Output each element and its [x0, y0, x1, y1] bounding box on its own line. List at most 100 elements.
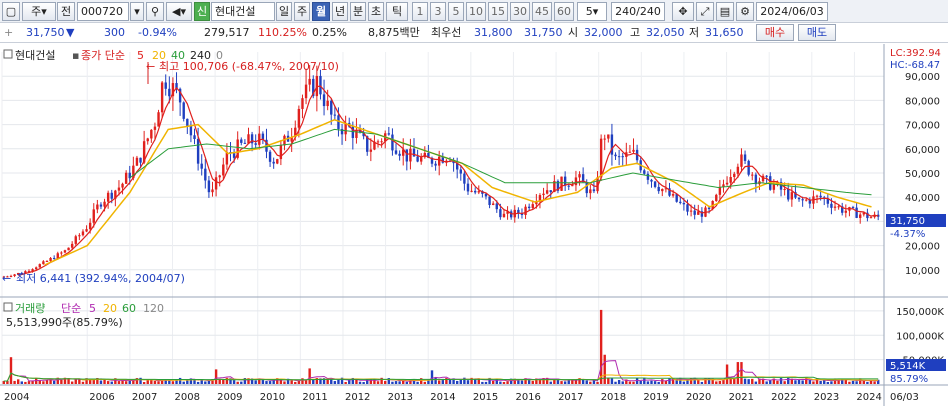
interval-10[interactable]: 10 — [466, 2, 486, 21]
price-chart-svg[interactable]: 10,00020,00030,00040,00050,00060,00070,0… — [0, 44, 948, 406]
volume-bar — [222, 379, 225, 384]
volume-grid — [2, 310, 884, 361]
interval-15[interactable]: 15 — [488, 2, 508, 21]
save-icon[interactable]: ▤ — [716, 2, 734, 21]
candle-body — [63, 250, 67, 253]
candle-body — [725, 182, 729, 185]
candle-body — [121, 183, 124, 188]
year-tick-label: 2021 — [729, 392, 754, 403]
candle-body — [376, 141, 380, 143]
candle-body — [459, 169, 462, 174]
stock-code-input[interactable]: 000720 — [77, 2, 129, 21]
volume-checkbox-icon[interactable] — [3, 302, 13, 312]
candle-body — [315, 75, 319, 97]
period-year[interactable]: 년 — [332, 2, 348, 21]
legend-square-icon: ▪ — [72, 49, 79, 62]
draw-tool-icon[interactable]: ⤢ — [696, 2, 714, 21]
interval-30[interactable]: 30 — [510, 2, 530, 21]
volume-bar — [402, 379, 405, 384]
volume-bar — [463, 377, 466, 384]
volume-bar — [319, 378, 322, 384]
volume-bar — [200, 379, 203, 384]
volume-bar — [873, 381, 876, 384]
interval-value-select[interactable]: 5▾ — [577, 2, 607, 21]
candle-body — [567, 185, 570, 187]
volume-bar — [657, 382, 660, 384]
year-tick-label: 2004 — [4, 392, 29, 403]
high-label: 고 — [630, 26, 641, 39]
period-week[interactable]: 주 — [294, 2, 310, 21]
date-field[interactable]: 2024/06/03 — [756, 2, 828, 21]
period-month[interactable]: 월 — [312, 2, 330, 21]
mode-select[interactable]: 주▾ — [22, 2, 56, 21]
volume-bar — [473, 379, 477, 384]
volume-bar — [211, 379, 214, 384]
candle-body — [211, 189, 214, 193]
volume-bar — [563, 381, 567, 384]
candle-body — [207, 180, 211, 193]
candle-body — [635, 149, 639, 161]
candle-body — [571, 185, 574, 187]
volume-bar — [157, 381, 160, 384]
prev-button[interactable]: 전 — [57, 2, 75, 21]
candle-body — [556, 181, 560, 191]
code-dropdown-icon[interactable]: ▾ — [130, 2, 144, 21]
interval-45[interactable]: 45 — [532, 2, 552, 21]
candle-body — [517, 209, 520, 214]
zoom-icon[interactable]: ✥ — [672, 2, 694, 21]
interval-5[interactable]: 5 — [448, 2, 464, 21]
legend-checkbox-icon[interactable] — [3, 49, 13, 59]
candle-body — [553, 181, 556, 193]
candle-body — [729, 177, 732, 183]
sound-icon[interactable]: ◀▾ — [166, 2, 192, 21]
candle-body — [394, 150, 398, 154]
candle-body — [664, 188, 668, 190]
candle-body — [398, 153, 401, 156]
candle-body — [801, 199, 804, 201]
search-icon[interactable]: ⚲ — [146, 2, 164, 21]
interval-60[interactable]: 60 — [554, 2, 574, 21]
candle-body — [387, 133, 391, 135]
candle-body — [70, 243, 74, 248]
volume-bar — [333, 381, 337, 384]
volume-bar — [171, 381, 175, 384]
plus-icon[interactable]: + — [4, 26, 14, 39]
candle-body — [628, 151, 632, 153]
legend-ma0: 0 — [216, 49, 223, 62]
candle-body — [81, 231, 85, 236]
period-tick[interactable]: 틱 — [386, 2, 408, 21]
period-day[interactable]: 일 — [276, 2, 292, 21]
volume-bar — [459, 379, 462, 384]
volume-bar — [387, 378, 391, 384]
volume-bar — [240, 381, 243, 384]
window-menu-icon[interactable]: ▢ — [2, 2, 20, 21]
sell-button[interactable]: 매도 — [798, 24, 836, 41]
candle-body — [452, 161, 455, 164]
volume-bar — [484, 381, 488, 384]
gear-icon[interactable]: ⚙ — [736, 2, 754, 21]
volume-bar — [851, 380, 855, 384]
candle-body — [49, 258, 52, 262]
candle-body — [509, 211, 513, 218]
candle-body — [110, 192, 113, 199]
interval-1[interactable]: 1 — [412, 2, 428, 21]
buy-button[interactable]: 매수 — [756, 24, 794, 41]
grid — [1, 52, 884, 385]
volume-ma120: 120 — [143, 302, 164, 315]
period-minute[interactable]: 분 — [350, 2, 366, 21]
interval-3[interactable]: 3 — [430, 2, 446, 21]
chart-area[interactable]: 10,00020,00030,00040,00050,00060,00070,0… — [0, 44, 948, 406]
volume-bar — [794, 380, 797, 384]
volume-bar — [509, 378, 513, 384]
volume-bar — [304, 379, 308, 384]
volume-bar — [805, 378, 808, 384]
candle-body — [132, 165, 135, 179]
volume-bar — [445, 378, 448, 384]
volume-bar — [535, 378, 538, 384]
candle-body — [20, 272, 23, 274]
candle-body — [45, 261, 49, 263]
candle-body — [733, 173, 736, 178]
candle-body — [549, 190, 552, 193]
period-second[interactable]: 초 — [368, 2, 384, 21]
volume-bar — [427, 379, 430, 384]
